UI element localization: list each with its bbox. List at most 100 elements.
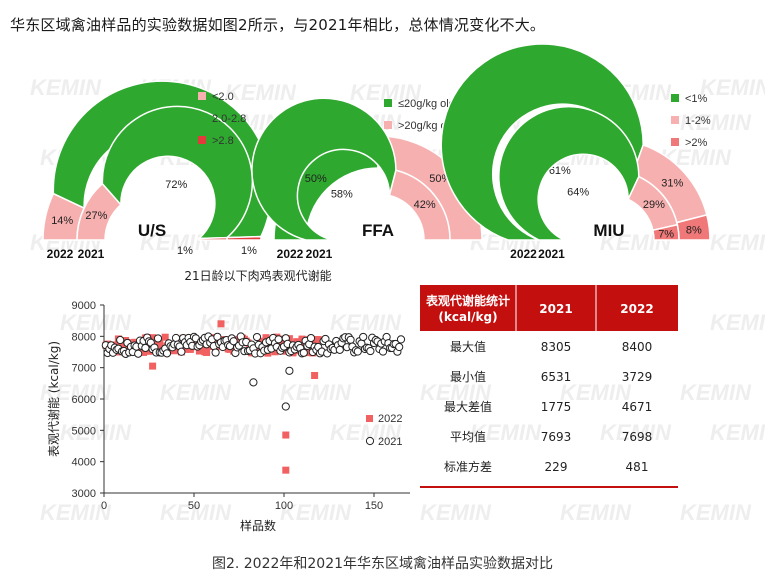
- table-cell: 6531: [541, 370, 572, 384]
- watermark-text: KEMIN: [680, 110, 752, 135]
- point-2021: [211, 348, 220, 357]
- table-cell: 标准方差: [444, 459, 492, 474]
- gauge-value-label: 31%: [661, 177, 683, 189]
- watermark-text: KEMIN: [160, 380, 232, 405]
- y-tick-label: 7000: [72, 363, 96, 375]
- legend-swatch: [384, 121, 392, 129]
- watermark-text: KEMIN: [420, 380, 492, 405]
- ring-year-label: 2021: [78, 247, 105, 261]
- gauge-value-label: 72%: [165, 179, 187, 191]
- table-cell: 最小值: [450, 369, 486, 384]
- table-cell: 481: [626, 460, 649, 474]
- gauge-segment: [388, 169, 451, 241]
- gauge-title: MIU: [593, 221, 624, 240]
- gauge-value-label: 7%: [658, 229, 674, 241]
- stats-table: 表观代谢能统计 (kcal/kg) 2021 2022 最大值 8305 8400 最小值 65…: [420, 285, 678, 488]
- watermark-text: KEMIN: [560, 500, 632, 525]
- legend-label: ≤20g/kg oleic: [398, 98, 463, 110]
- gauge-value-label: 61%: [549, 165, 571, 177]
- legend-swatch: [671, 94, 679, 102]
- watermark-text: KEMIN: [160, 500, 232, 525]
- point-2021: [274, 335, 283, 344]
- intro-text: 华东区域禽油样品的实验数据如图2所示，与2021年相比，总体情况变化不大。: [10, 16, 546, 34]
- y-tick-label: 5000: [72, 425, 96, 437]
- point-2022: [282, 431, 290, 439]
- gauge-value-label: 27%: [85, 210, 107, 222]
- point-2021: [229, 337, 238, 346]
- point-2021: [353, 347, 362, 356]
- table-cell: 最大差值: [444, 399, 492, 414]
- point-2021: [116, 335, 125, 345]
- gauge-segment: [652, 223, 680, 241]
- table-cell: 3729: [622, 370, 653, 384]
- gauge-segment: [198, 236, 228, 241]
- point-2021: [359, 332, 368, 342]
- watermark-text: KEMIN: [225, 80, 297, 105]
- point-2022: [314, 336, 322, 344]
- point-2021: [171, 333, 181, 343]
- point-2022: [149, 334, 157, 342]
- legend-swatch: [198, 136, 206, 144]
- point-2021: [177, 347, 186, 356]
- point-2022: [282, 466, 290, 474]
- watermark-text: KEMIN: [60, 310, 132, 335]
- watermark-text: KEMIN: [680, 500, 752, 525]
- y-tick-label: 9000: [72, 300, 96, 312]
- gauge-value-label: 42%: [414, 199, 436, 211]
- watermark-text: KEMIN: [40, 500, 112, 525]
- point-2021: [378, 347, 388, 356]
- gauge-segment: [251, 97, 397, 241]
- point-2022: [156, 338, 164, 346]
- table-header-cell: (kcal/kg): [438, 310, 497, 324]
- legend-label: <2.0: [212, 91, 234, 103]
- x-tick-label: 0: [101, 500, 107, 512]
- point-2021: [134, 349, 143, 358]
- point-2022: [140, 348, 148, 356]
- gauge-value-label: 58%: [331, 188, 353, 200]
- ring-year-label: 2022: [510, 247, 537, 261]
- ring-year-label: 2021: [306, 247, 333, 261]
- table-cell: 7698: [622, 430, 653, 444]
- point-2022: [271, 348, 279, 356]
- legend-label: <1%: [685, 93, 708, 105]
- gauge-value-label: 1%: [177, 245, 193, 257]
- y-tick-label: 8000: [72, 331, 96, 343]
- table-header-cell: 2021: [539, 302, 572, 316]
- y-axis-label: 表观代谢能 (kcal/kg): [46, 341, 61, 457]
- gauge-value-label: 1%: [241, 245, 257, 257]
- table-header-bg: [420, 285, 678, 331]
- watermark-text: KEMIN: [140, 230, 212, 255]
- gauge-value-label: 8%: [686, 224, 702, 236]
- point-2022: [311, 372, 319, 379]
- gauge-title: FFA: [362, 221, 394, 240]
- table-cell: 平均值: [450, 429, 486, 444]
- watermark-text: KEMIN: [60, 420, 132, 445]
- point-2021: [335, 345, 344, 354]
- point-2022: [203, 348, 211, 356]
- legend-label-2021: 2021: [378, 436, 402, 448]
- gauge-value-label: 29%: [643, 199, 665, 211]
- x-tick-label: 100: [275, 500, 293, 512]
- ring-year-label: 2021: [538, 247, 565, 261]
- y-tick-label: 3000: [72, 488, 96, 500]
- table-cell: 4671: [622, 400, 653, 414]
- watermark-text: KEMIN: [710, 230, 765, 255]
- table-cell: 最大值: [450, 339, 486, 354]
- point-2022: [161, 333, 169, 341]
- legend-swatch: [671, 138, 679, 146]
- scatter-title: 21日龄以下肉鸡表观代谢能: [184, 268, 331, 283]
- point-2022: [197, 346, 205, 354]
- gauge-segment: [101, 105, 254, 240]
- watermark-text: KEMIN: [330, 310, 402, 335]
- point-2021: [252, 332, 262, 342]
- y-tick-label: 4000: [72, 457, 96, 469]
- gauge-us: 14%85%1%27%72%1%U/S20222021<2.02.0-2.8>2…: [42, 80, 273, 261]
- point-2021: [285, 366, 294, 375]
- watermark-text: KEMIN: [560, 380, 632, 405]
- point-2021: [366, 346, 375, 356]
- legend-label: >2.8: [212, 135, 234, 147]
- point-2022: [262, 334, 270, 342]
- watermark-text: KEMIN: [280, 500, 352, 525]
- watermark-text: KEMIN: [200, 310, 272, 335]
